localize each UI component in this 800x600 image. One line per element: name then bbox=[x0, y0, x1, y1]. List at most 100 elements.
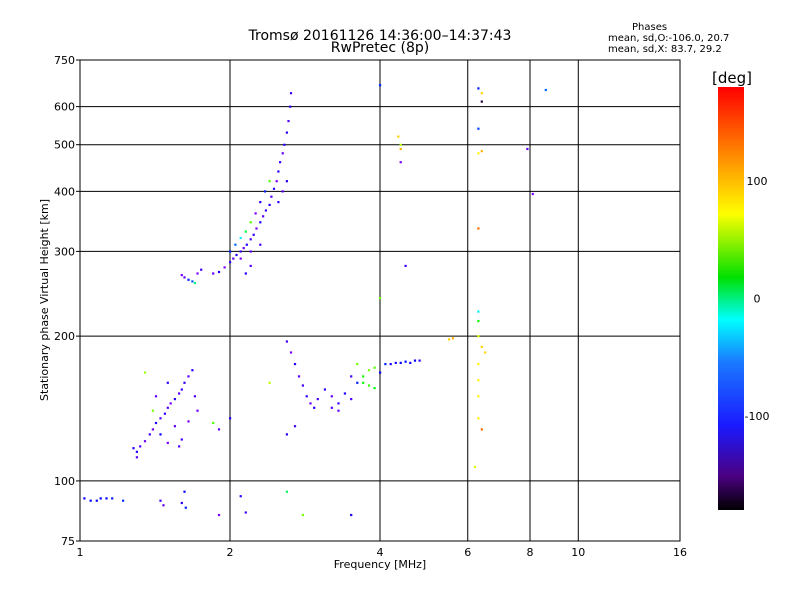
data-point bbox=[232, 257, 235, 260]
data-point bbox=[255, 227, 258, 230]
phases-x-mode: mean, sd,X: 83.7, 29.2 bbox=[608, 44, 722, 55]
data-point bbox=[111, 497, 114, 500]
data-point bbox=[166, 441, 169, 444]
data-point bbox=[285, 490, 288, 493]
data-point bbox=[287, 120, 290, 123]
data-point bbox=[350, 398, 353, 401]
x-tick-label: 8 bbox=[527, 546, 534, 559]
data-point bbox=[244, 272, 247, 275]
data-point bbox=[259, 201, 262, 204]
data-point bbox=[259, 221, 262, 224]
data-point bbox=[105, 497, 108, 500]
data-point bbox=[283, 143, 286, 146]
data-point bbox=[275, 180, 278, 183]
colorbar-label: [deg] bbox=[712, 69, 752, 87]
colorbar bbox=[718, 87, 744, 510]
data-point bbox=[330, 406, 333, 409]
data-point bbox=[480, 92, 483, 95]
data-point bbox=[191, 369, 194, 372]
data-point bbox=[350, 513, 353, 517]
data-point bbox=[477, 152, 480, 155]
data-point bbox=[379, 297, 382, 300]
data-point bbox=[132, 447, 135, 450]
x-tick-label: 16 bbox=[673, 546, 687, 559]
data-point bbox=[245, 243, 248, 246]
data-point bbox=[367, 369, 371, 372]
data-point bbox=[187, 278, 190, 281]
data-point bbox=[477, 335, 480, 338]
x-tick-labels: 1 2 4 6 8 10 16 bbox=[77, 546, 688, 559]
data-point bbox=[191, 280, 194, 283]
data-point bbox=[187, 420, 190, 423]
data-point bbox=[154, 421, 158, 425]
x-tick-label: 1 bbox=[77, 546, 84, 559]
data-point bbox=[159, 499, 162, 502]
data-point bbox=[212, 421, 215, 425]
data-point bbox=[151, 428, 154, 431]
data-point bbox=[184, 506, 187, 509]
data-point bbox=[384, 363, 387, 366]
data-point bbox=[270, 195, 273, 198]
data-point bbox=[259, 243, 262, 246]
data-point bbox=[379, 84, 382, 87]
data-point bbox=[480, 100, 483, 103]
data-point bbox=[281, 152, 284, 155]
data-point bbox=[447, 338, 451, 341]
data-point bbox=[268, 180, 271, 183]
data-point bbox=[484, 351, 487, 354]
data-point bbox=[373, 366, 376, 369]
data-point bbox=[254, 212, 257, 215]
x-tick-label: 4 bbox=[377, 546, 384, 559]
x-tick-label: 6 bbox=[464, 546, 471, 559]
data-point bbox=[373, 387, 376, 390]
y-tick-label: 750 bbox=[54, 54, 75, 67]
data-point bbox=[166, 381, 169, 384]
x-tick-label: 2 bbox=[227, 546, 234, 559]
data-point bbox=[183, 276, 186, 279]
data-point bbox=[477, 87, 480, 90]
data-point bbox=[239, 257, 242, 260]
data-point bbox=[418, 359, 421, 362]
data-point bbox=[316, 398, 319, 401]
data-point bbox=[289, 105, 292, 108]
data-point bbox=[178, 392, 181, 395]
data-point bbox=[477, 417, 480, 420]
data-point bbox=[234, 243, 237, 246]
data-point bbox=[242, 247, 245, 250]
data-point bbox=[212, 272, 215, 275]
data-point bbox=[285, 180, 288, 183]
data-point bbox=[531, 192, 534, 196]
data-point bbox=[272, 187, 276, 190]
data-point bbox=[83, 497, 86, 500]
data-point bbox=[305, 395, 308, 398]
data-point bbox=[394, 361, 397, 364]
data-point bbox=[163, 412, 166, 415]
x-axis-label: Frequency [MHz] bbox=[334, 558, 426, 571]
data-point bbox=[217, 270, 221, 274]
y-tick-label: 200 bbox=[54, 330, 75, 343]
chart-title: Tromsø 20161126 14:36:00–14:37:43 bbox=[248, 28, 512, 44]
data-point bbox=[180, 501, 183, 505]
data-point bbox=[389, 363, 392, 366]
data-point bbox=[166, 406, 169, 409]
data-point bbox=[399, 361, 402, 364]
data-point bbox=[323, 388, 326, 391]
data-point bbox=[477, 310, 480, 313]
phases-o-mode: mean, sd,O:-106.0, 20.7 bbox=[608, 33, 730, 44]
data-point bbox=[122, 499, 125, 502]
data-point bbox=[249, 221, 252, 224]
data-point bbox=[477, 227, 480, 230]
data-point bbox=[183, 490, 186, 493]
data-point bbox=[285, 433, 288, 436]
x-tick-label: 10 bbox=[571, 546, 585, 559]
data-point bbox=[413, 359, 417, 362]
data-point bbox=[239, 250, 242, 253]
y-axis-label: Stationary phase Virtual Height [km] bbox=[38, 199, 51, 401]
data-point bbox=[229, 417, 232, 420]
data-point bbox=[154, 395, 158, 398]
data-point bbox=[399, 143, 402, 146]
data-point bbox=[173, 398, 176, 401]
data-point bbox=[379, 371, 382, 374]
data-point bbox=[263, 190, 267, 193]
